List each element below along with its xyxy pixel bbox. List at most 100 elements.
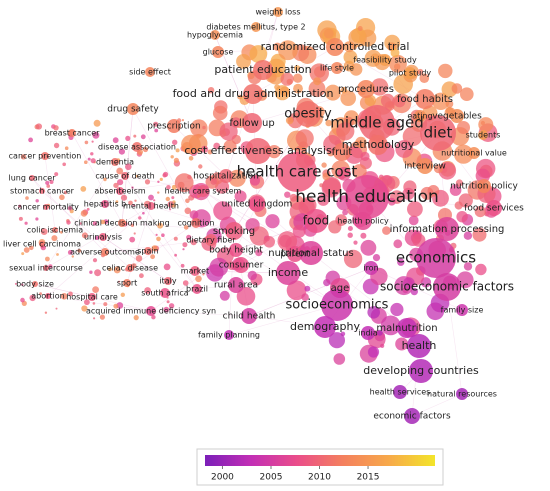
- item-dot: [321, 162, 327, 168]
- item-dot: [304, 285, 311, 292]
- item-label: natural resources: [427, 390, 497, 399]
- item-bubble: [39, 241, 45, 247]
- item-label: economic factors: [373, 412, 451, 422]
- item-dot: [380, 315, 401, 336]
- edge: [248, 267, 372, 317]
- item-dot: [219, 290, 230, 301]
- item-dot: [207, 87, 215, 94]
- item-dot: [172, 139, 178, 145]
- item-bubble: [39, 188, 45, 194]
- item-bubble: [393, 385, 407, 399]
- item-dot: [360, 232, 367, 239]
- item-bubble: [331, 62, 343, 74]
- item-dot: [84, 160, 88, 164]
- item-label: demography: [290, 320, 360, 333]
- item-dot: [90, 158, 96, 164]
- item-bubble: [304, 209, 328, 233]
- item-label: clinical decision making: [74, 219, 169, 228]
- item-label: procedures: [338, 84, 394, 95]
- item-label: hospital care: [66, 293, 118, 302]
- item-dot: [186, 234, 192, 240]
- item-bubble: [132, 142, 142, 152]
- item-label: nutritional value: [441, 149, 507, 158]
- item-dot: [319, 183, 324, 188]
- item-dot: [118, 148, 125, 155]
- item-dot: [142, 146, 149, 153]
- item-dot: [352, 164, 367, 179]
- item-dot: [67, 206, 73, 211]
- item-dot: [118, 280, 120, 283]
- item-dot: [389, 54, 407, 73]
- item-label: spain: [137, 247, 158, 256]
- edge: [124, 175, 198, 290]
- item-dot: [353, 240, 358, 245]
- item-dot: [144, 287, 152, 294]
- item-dot: [181, 119, 184, 122]
- item-bubble: [144, 247, 152, 255]
- item-bubble: [145, 67, 155, 77]
- item-bubble: [29, 175, 35, 181]
- item-dot: [94, 236, 99, 240]
- item-bubbles: [29, 7, 502, 424]
- item-bubble: [242, 113, 262, 133]
- item-dot: [150, 254, 156, 260]
- item-dot: [328, 332, 345, 349]
- item-label: drug safety: [107, 105, 159, 115]
- item-dot: [173, 236, 178, 241]
- item-dot: [89, 270, 93, 274]
- item-dot: [293, 83, 303, 94]
- tick-label: 2015: [357, 473, 380, 483]
- item-dot: [325, 119, 333, 127]
- item-dot: [151, 245, 158, 252]
- item-dot: [51, 235, 58, 242]
- item-bubble: [404, 408, 420, 424]
- item-label: pilot study: [389, 69, 432, 78]
- item-bubble: [241, 308, 257, 324]
- item-dot: [35, 123, 43, 130]
- item-dot: [202, 273, 205, 276]
- item-dot: [294, 65, 301, 72]
- item-dot: [347, 226, 353, 231]
- item-label: hepatitis b: [84, 200, 126, 209]
- item-dot: [23, 247, 30, 253]
- item-dot: [360, 239, 377, 256]
- item-dot: [64, 146, 69, 150]
- item-dot: [24, 221, 28, 225]
- item-label: body height: [209, 246, 263, 256]
- item-bubble: [251, 22, 261, 32]
- item-dot: [163, 263, 171, 271]
- item-dot: [21, 283, 24, 286]
- item-dot: [103, 177, 107, 182]
- item-bubble: [228, 277, 244, 293]
- item-dot: [278, 40, 298, 61]
- item-label: diabetes mellitus, type 2: [206, 23, 305, 32]
- item-label: diet: [424, 124, 453, 142]
- item-dot: [183, 225, 189, 230]
- tick-label: 2005: [260, 473, 283, 483]
- item-dot: [134, 199, 137, 202]
- item-label: italy: [159, 277, 176, 286]
- item-bubble: [147, 202, 155, 210]
- item-dot: [170, 155, 174, 159]
- item-dot: [376, 329, 383, 336]
- edge: [225, 93, 254, 177]
- item-dot: [475, 168, 490, 183]
- item-dot: [92, 302, 96, 305]
- item-dot: [438, 63, 453, 79]
- item-dot: [81, 305, 88, 312]
- item-label: stomach cancer: [10, 187, 75, 196]
- item-label: students: [466, 131, 501, 140]
- item-bubble: [126, 264, 134, 272]
- item-bubble: [277, 152, 317, 192]
- item-dot: [99, 314, 105, 320]
- item-dot: [181, 134, 201, 155]
- item-dot: [91, 140, 94, 143]
- item-dot: [432, 92, 450, 111]
- item-dot: [148, 194, 154, 201]
- item-dot: [274, 84, 280, 90]
- item-label: nutrition policy: [450, 182, 518, 192]
- item-dot: [213, 201, 233, 221]
- item-bubble: [345, 175, 389, 219]
- item-dot: [54, 172, 59, 177]
- item-dot: [14, 282, 17, 285]
